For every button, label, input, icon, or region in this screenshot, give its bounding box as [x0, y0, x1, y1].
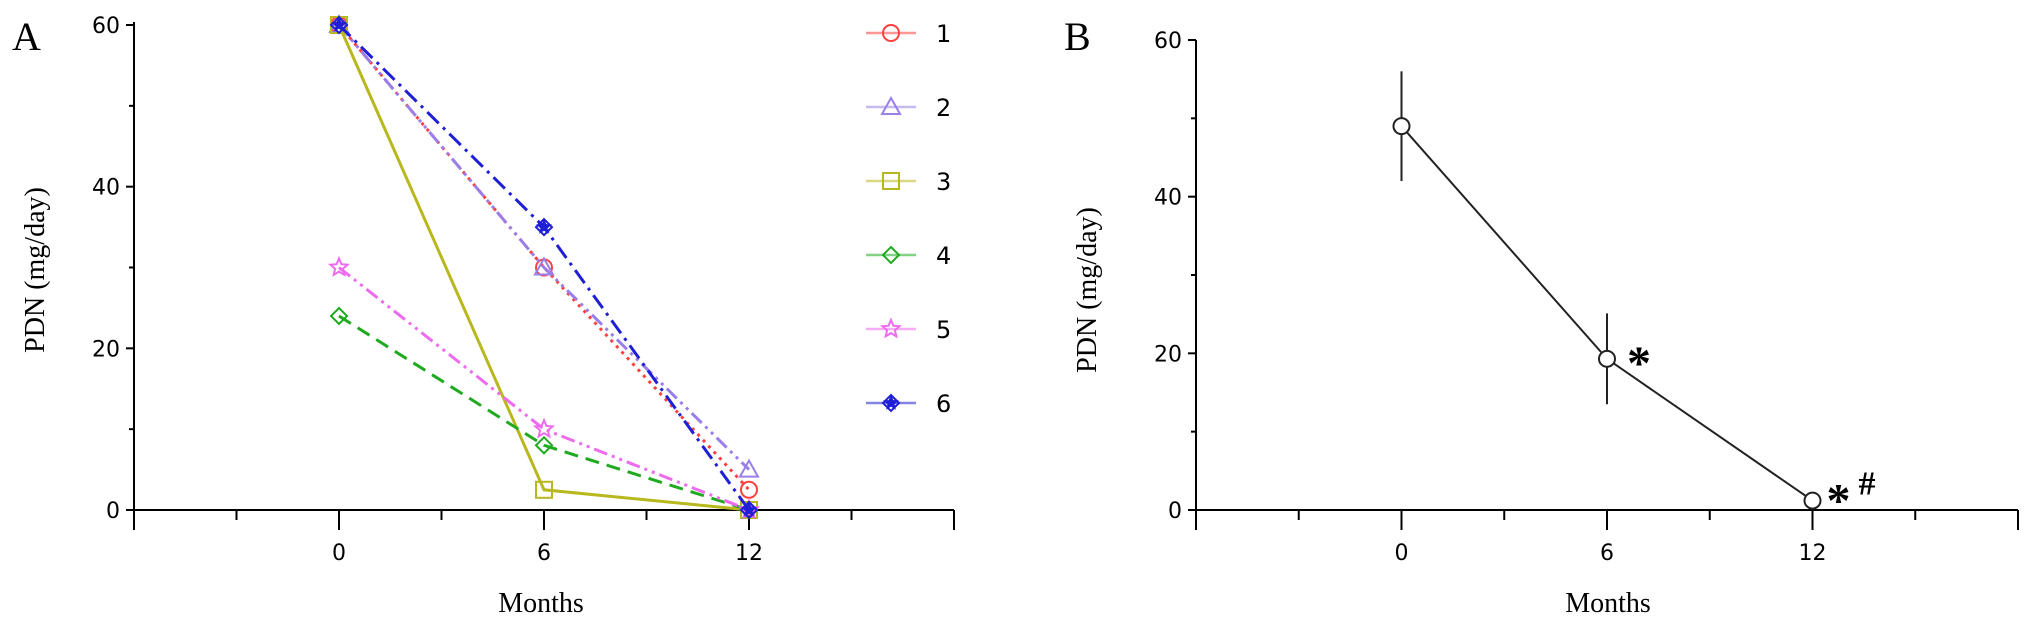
mean-point [1803, 491, 1822, 510]
panel-a-x-tick-label: 12 [735, 541, 763, 566]
panel-b-x-ticks: 0 6 12 [1195, 510, 2019, 566]
legend-label: 4 [936, 242, 951, 270]
panel-b-y-tick-label: 60 [1154, 29, 1182, 54]
panel-b-x-tick-label: 0 [1395, 541, 1409, 566]
legend-label: 2 [936, 94, 951, 122]
legend-marker [882, 172, 900, 190]
legend-item-5: 5 [866, 316, 951, 344]
significance-hash: # [1859, 466, 1876, 503]
panel-b-y-label: PDN (mg/day) [1072, 207, 1103, 373]
panel-a-y-tick-label: 40 [92, 176, 120, 201]
panel-a-x-tick-label: 0 [332, 541, 346, 566]
panel-b-y-tick-label: 20 [1154, 342, 1182, 367]
legend-label: 3 [936, 168, 951, 196]
panel-b-x-label: Months [1565, 588, 1651, 619]
panel-a-x-tick-label: 6 [537, 541, 551, 566]
panel-b-x-tick-label: 6 [1600, 541, 1614, 566]
series-6-point [739, 500, 759, 520]
series-6-point [534, 217, 554, 237]
panel-a-y-label: PDN (mg/day) [20, 187, 51, 353]
series-5-point [327, 255, 351, 277]
panel-b-y-tick-label: 0 [1168, 499, 1182, 524]
series-2-point [738, 458, 760, 478]
series-4-line [338, 314, 750, 512]
panel-a-y-tick-label: 60 [92, 14, 120, 39]
legend-label: 1 [936, 20, 951, 48]
series-4-point [329, 306, 349, 326]
series-6-point [329, 15, 349, 35]
series-4-point [534, 435, 554, 455]
legend-marker [881, 245, 901, 265]
panel-b-y-ticks: 0 20 40 60 [1154, 29, 1196, 524]
series-3-line [337, 24, 750, 512]
panel-b-y-tick-label: 40 [1154, 186, 1182, 211]
legend-item-2: 2 [866, 94, 951, 122]
panel-b-series [1392, 71, 1822, 510]
panel-a-y-tick-label: 20 [92, 337, 120, 362]
legend-marker [881, 393, 901, 413]
legend-label: 5 [936, 316, 951, 344]
mean-point [1392, 117, 1411, 136]
panel-a-y-tick-label: 0 [106, 499, 120, 524]
panel-a-series [327, 13, 761, 520]
mean-point [1598, 349, 1616, 368]
panel-a-x-ticks: 0 6 12 [133, 510, 955, 566]
legend-marker [879, 317, 903, 339]
legend-item-6: 6 [866, 390, 951, 418]
legend-marker [882, 24, 900, 42]
panel-a-x-label: Months [498, 588, 584, 619]
series-3-point [535, 480, 553, 499]
panel-a-letter: A [12, 14, 41, 59]
legend-item-1: 1 [866, 20, 951, 48]
significance-star: * [1827, 475, 1851, 528]
series-5-point [532, 417, 556, 439]
legend-item-3: 3 [866, 168, 951, 196]
series-2-point [533, 256, 555, 276]
legend-marker [880, 95, 902, 115]
series-1-point [740, 480, 758, 499]
legend-item-4: 4 [866, 242, 951, 270]
panel-b-annotations: ** # [1627, 337, 1876, 528]
panel-b-x-tick-label: 12 [1799, 541, 1827, 566]
panel-a-y-ticks: 0 20 40 60 [92, 14, 134, 524]
legend: 1 2 3 4 5 6 [866, 20, 951, 418]
series-5-point [737, 498, 761, 520]
series-5-line [338, 266, 750, 512]
significance-star: * [1627, 337, 1651, 390]
series-2-line [337, 24, 751, 471]
panel-b-letter: B [1064, 14, 1091, 59]
legend-label: 6 [936, 390, 951, 418]
